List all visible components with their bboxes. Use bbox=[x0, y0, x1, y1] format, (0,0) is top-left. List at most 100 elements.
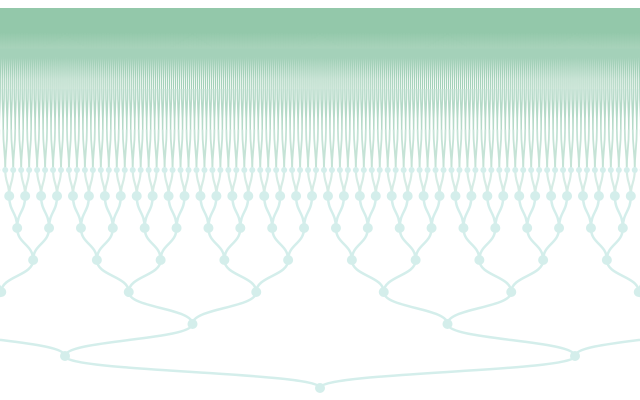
tree-node bbox=[42, 167, 49, 173]
tree-node bbox=[378, 287, 389, 297]
tree-node bbox=[631, 167, 638, 173]
tree-node bbox=[392, 167, 399, 173]
tree-node bbox=[36, 191, 47, 201]
tree-link bbox=[0, 259, 640, 293]
tree-node bbox=[577, 191, 588, 201]
tree-node bbox=[617, 223, 628, 233]
tree-node bbox=[506, 287, 517, 297]
tree-link bbox=[7, 195, 633, 229]
tree-node bbox=[408, 167, 415, 173]
tree-node bbox=[91, 255, 102, 265]
tree-node bbox=[265, 167, 272, 173]
tree-node bbox=[633, 287, 640, 297]
tree-node bbox=[466, 191, 477, 201]
tree-node bbox=[2, 167, 9, 173]
tree-node bbox=[416, 167, 423, 173]
tree-node bbox=[155, 255, 166, 265]
tree-node bbox=[203, 223, 214, 233]
tree-node bbox=[601, 255, 612, 265]
tree-node bbox=[193, 167, 200, 173]
tree-node bbox=[346, 255, 357, 265]
tree-node bbox=[562, 191, 573, 201]
tree-node bbox=[233, 167, 240, 173]
tree-node bbox=[52, 191, 63, 201]
tree-node bbox=[530, 191, 541, 201]
tree-node bbox=[107, 223, 118, 233]
tree-node bbox=[490, 223, 501, 233]
tree-node bbox=[105, 167, 112, 173]
tree-node bbox=[609, 191, 620, 201]
tree-node bbox=[4, 191, 15, 201]
tree-node bbox=[60, 351, 70, 361]
tree-node bbox=[171, 223, 182, 233]
tree-node bbox=[544, 167, 551, 173]
tree-node bbox=[26, 167, 33, 173]
tree-node bbox=[257, 167, 264, 173]
tree-node bbox=[20, 191, 31, 201]
tree-node bbox=[73, 167, 80, 173]
tree-node bbox=[362, 223, 373, 233]
tree-link bbox=[15, 227, 625, 261]
tree-node bbox=[163, 191, 174, 201]
tree-node bbox=[560, 167, 567, 173]
tree-node bbox=[458, 223, 469, 233]
tree-node bbox=[275, 191, 286, 201]
tree-link bbox=[0, 291, 640, 325]
tree-node bbox=[75, 223, 86, 233]
tree-node bbox=[338, 191, 349, 201]
tree-node bbox=[153, 167, 160, 173]
tree-node bbox=[418, 191, 429, 201]
tree-node bbox=[315, 383, 325, 393]
tree-node bbox=[575, 167, 582, 173]
tree-node bbox=[235, 223, 246, 233]
tree-node bbox=[259, 191, 270, 201]
tree-node bbox=[528, 167, 535, 173]
tree-node bbox=[394, 223, 405, 233]
tree-node bbox=[50, 167, 57, 173]
tree-node bbox=[464, 167, 471, 173]
tree-node bbox=[10, 167, 17, 173]
tree-node bbox=[219, 255, 230, 265]
tree-node bbox=[426, 223, 437, 233]
tree-node bbox=[83, 191, 94, 201]
tree-node bbox=[121, 167, 128, 173]
tree-node bbox=[386, 191, 397, 201]
tree-node bbox=[97, 167, 104, 173]
tree-node bbox=[568, 167, 575, 173]
tree-node bbox=[249, 167, 256, 173]
tree-node bbox=[448, 167, 455, 173]
tree-node bbox=[354, 191, 365, 201]
tree-node bbox=[360, 167, 367, 173]
tree-node bbox=[291, 191, 302, 201]
tree-node bbox=[520, 167, 527, 173]
tree-node bbox=[209, 167, 216, 173]
tree-node bbox=[34, 167, 41, 173]
tree-node bbox=[538, 255, 549, 265]
tree-node bbox=[450, 191, 461, 201]
tree-node bbox=[498, 191, 509, 201]
tree-node bbox=[336, 167, 343, 173]
tree-link bbox=[0, 48, 640, 90]
tree-node bbox=[0, 287, 7, 297]
tree-node bbox=[65, 167, 72, 173]
tree-node bbox=[442, 319, 453, 329]
tree-node bbox=[201, 167, 208, 173]
tree-node bbox=[147, 191, 158, 201]
tree-node bbox=[554, 223, 565, 233]
tree-link bbox=[63, 354, 577, 390]
tree-node bbox=[227, 191, 238, 201]
tree-link bbox=[0, 323, 640, 357]
tree-node bbox=[299, 223, 310, 233]
tree-node bbox=[480, 167, 487, 173]
tree-node bbox=[472, 167, 479, 173]
tree-node bbox=[593, 191, 604, 201]
tree-node bbox=[139, 223, 150, 233]
tree-node bbox=[410, 255, 421, 265]
tree-node bbox=[89, 167, 96, 173]
tree-node bbox=[432, 167, 439, 173]
tree-node bbox=[482, 191, 493, 201]
tree-node bbox=[241, 167, 248, 173]
tree-node bbox=[320, 167, 327, 173]
tree-node bbox=[504, 167, 511, 173]
